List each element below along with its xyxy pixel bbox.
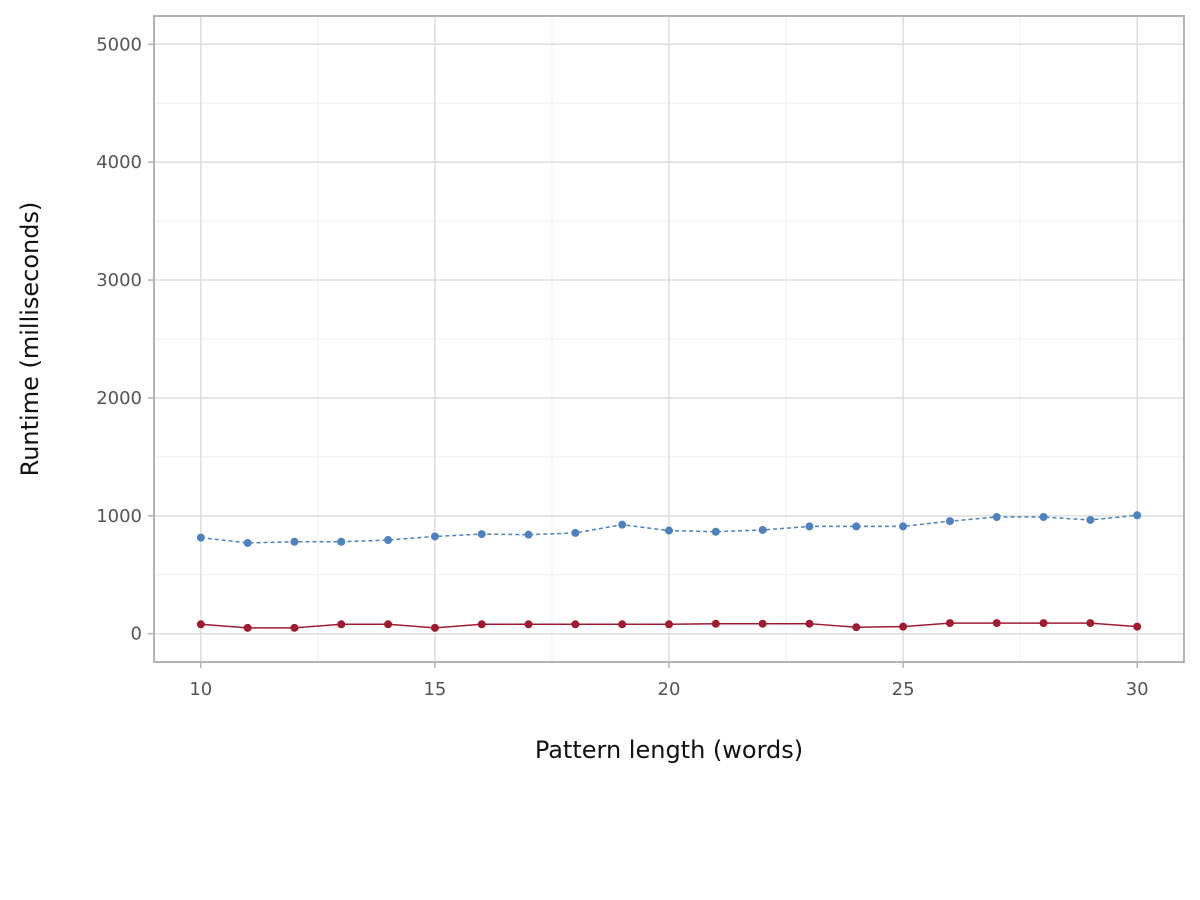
- y-tick-label: 4000: [96, 152, 142, 173]
- x-axis-title: Pattern length (words): [535, 736, 803, 764]
- series-2-point: [430, 623, 439, 632]
- series-1-point: [852, 522, 861, 531]
- y-tick-label: 0: [131, 624, 142, 645]
- series-1-point: [758, 525, 767, 534]
- series-layer: [196, 511, 1142, 632]
- series-1-point: [243, 538, 252, 547]
- series-1-point: [430, 532, 439, 541]
- series-1-point: [805, 522, 814, 531]
- x-tick-label: 10: [189, 679, 212, 700]
- series-1-point: [1039, 513, 1048, 522]
- series-2-point: [899, 622, 908, 631]
- series-1-point: [384, 535, 393, 544]
- series-1-point: [945, 517, 954, 526]
- series-1-point: [477, 530, 486, 539]
- y-axis-ticks: 0 1000 2000 3000 4000 5000: [96, 34, 154, 645]
- series-2-point: [290, 623, 299, 632]
- series-2-point: [852, 623, 861, 632]
- series-2-point: [805, 619, 814, 628]
- series-1-point: [196, 533, 205, 542]
- series-1-point: [992, 513, 1001, 522]
- series-1-point: [1133, 511, 1142, 520]
- series-1-point: [618, 520, 627, 529]
- major-gridlines: [154, 16, 1184, 662]
- series-1-point: [899, 522, 908, 531]
- series-1-point: [711, 527, 720, 536]
- series-2-point: [524, 620, 533, 629]
- series-2-point: [1133, 622, 1142, 631]
- series-2-point: [1039, 619, 1048, 628]
- series-1-point: [1086, 515, 1095, 524]
- series-2-point: [477, 620, 486, 629]
- series-2-point: [337, 620, 346, 629]
- series-2-point: [758, 619, 767, 628]
- y-tick-label: 2000: [96, 388, 142, 409]
- series-2-point: [945, 619, 954, 628]
- x-tick-label: 25: [892, 679, 915, 700]
- x-tick-label: 30: [1126, 679, 1149, 700]
- series-2-point: [665, 620, 673, 629]
- y-tick-label: 3000: [96, 270, 142, 291]
- series-2-point: [992, 619, 1001, 628]
- series-1-point: [337, 537, 346, 546]
- series-2-point: [243, 623, 252, 632]
- y-tick-label: 1000: [96, 506, 142, 527]
- series-2-point: [618, 620, 627, 629]
- series-1-point: [524, 530, 533, 539]
- x-axis-ticks: 10 15 20 25 30: [189, 662, 1149, 700]
- series-2-point: [711, 619, 720, 628]
- series-2-point: [384, 620, 393, 629]
- series-1-point: [571, 528, 580, 537]
- series-2-point: [571, 620, 580, 629]
- series-1-point: [290, 537, 299, 546]
- series-1-point: [665, 526, 673, 535]
- series-2-point: [1086, 619, 1095, 628]
- y-tick-label: 5000: [96, 34, 142, 55]
- y-axis-title: Runtime (milliseconds): [16, 202, 44, 477]
- x-tick-label: 15: [423, 679, 446, 700]
- series-2-point: [196, 620, 205, 629]
- x-tick-label: 20: [658, 679, 681, 700]
